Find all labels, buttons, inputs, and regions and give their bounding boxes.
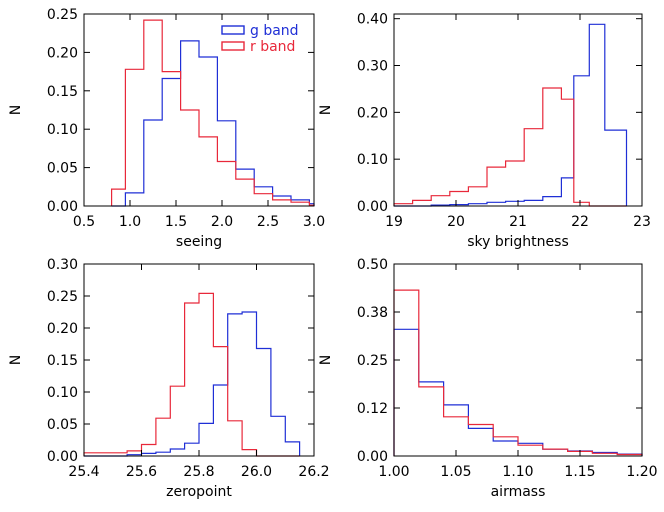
legend-r-band-swatch xyxy=(221,41,245,51)
sky-brightness-g-band-histogram xyxy=(394,23,628,207)
zeropoint-g-band-histogram xyxy=(84,311,301,457)
zeropoint-r-band-histogram xyxy=(83,292,300,457)
airmass-x-tick-label: 1.20 xyxy=(626,464,657,480)
seeing-g-band-histogram xyxy=(111,40,315,207)
zeropoint-y-tick-label: 0.10 xyxy=(47,385,78,401)
seeing-x-tick-label: 1.0 xyxy=(119,214,141,230)
zeropoint-y-tick-label: 0.20 xyxy=(47,321,78,337)
airmass-y-axis-label: N xyxy=(318,355,334,365)
zeropoint-y-axis-label: N xyxy=(8,355,24,365)
legend-g-band-swatch xyxy=(221,25,245,35)
zeropoint-x-axis-label: zeropoint xyxy=(166,484,232,500)
airmass-y-tick-label: 0.00 xyxy=(357,449,388,465)
airmass-x-tick-label: 1.10 xyxy=(502,464,533,480)
seeing-x-axis-label: seeing xyxy=(176,234,222,250)
airmass-x-tick-label: 1.15 xyxy=(564,464,595,480)
legend-r-band-label: r band xyxy=(250,39,295,55)
panel-zeropoint: 25.4 25.6 25.8 26.0 26.2 0.00 0.05 0.10 0.15 0.20… xyxy=(8,257,330,500)
sky-brightness-y-tick-label: 0.00 xyxy=(357,199,388,215)
zeropoint-y-tick-label: 0.15 xyxy=(47,353,78,369)
sky-brightness-x-tick-label: 22 xyxy=(571,214,589,230)
sky-brightness-y-tick-label: 0.40 xyxy=(357,12,388,28)
zeropoint-y-tick-label: 0.05 xyxy=(47,417,78,433)
seeing-y-tick-label: 0.20 xyxy=(47,45,78,61)
sky-brightness-x-axis-label: sky brightness xyxy=(467,234,569,250)
seeing-x-tick-label: 1.5 xyxy=(165,214,187,230)
seeing-x-tick-label: 3.0 xyxy=(303,214,325,230)
airmass-y-tick-label: 0.25 xyxy=(357,353,388,369)
seeing-y-tick-label: 0.25 xyxy=(47,7,78,23)
airmass-r-band-histogram xyxy=(393,289,643,456)
seeing-y-tick-label: 0.10 xyxy=(47,122,78,138)
airmass-x-axis-label: airmass xyxy=(491,484,546,500)
sky-brightness-x-tick-label: 20 xyxy=(447,214,465,230)
sky-brightness-y-tick-label: 0.20 xyxy=(357,105,388,121)
zeropoint-x-tick-label: 25.4 xyxy=(68,464,99,480)
sky-brightness-y-tick-label: 0.30 xyxy=(357,59,388,75)
zeropoint-y-tick-label: 0.00 xyxy=(47,449,78,465)
seeing-x-tick-label: 0.5 xyxy=(73,214,95,230)
panel-airmass: 1.00 1.05 1.10 1.15 1.20 0.00 0.12 0.25 0.38 0.50… xyxy=(318,257,658,500)
sky-brightness-r-band-histogram xyxy=(393,87,627,207)
zeropoint-x-tick-label: 25.6 xyxy=(126,464,157,480)
zeropoint-y-tick-label: 0.25 xyxy=(47,289,78,305)
airmass-x-tick-label: 1.00 xyxy=(378,464,409,480)
zeropoint-x-tick-label: 26.0 xyxy=(241,464,272,480)
zeropoint-x-tick-label: 25.8 xyxy=(183,464,214,480)
airmass-x-tick-label: 1.05 xyxy=(440,464,471,480)
sky-brightness-y-axis-label: N xyxy=(318,105,334,115)
sky-brightness-x-tick-label: 21 xyxy=(509,214,527,230)
seeing-y-tick-label: 0.00 xyxy=(47,199,78,215)
seeing-y-tick-label: 0.15 xyxy=(47,84,78,100)
airmass-y-tick-label: 0.50 xyxy=(357,257,388,273)
airmass-plot-frame xyxy=(393,263,643,457)
seeing-r-band-histogram xyxy=(111,19,315,206)
airmass-y-tick-label: 0.12 xyxy=(357,401,388,417)
sky-brightness-x-tick-label: 23 xyxy=(633,214,651,230)
seeing-x-tick-label: 2.0 xyxy=(211,214,233,230)
airmass-y-tick-label: 0.38 xyxy=(357,305,388,321)
seeing-y-axis-label: N xyxy=(8,105,24,115)
sky-brightness-x-tick-label: 19 xyxy=(385,214,403,230)
sky-brightness-y-tick-label: 0.10 xyxy=(357,152,388,168)
seeing-plot-frame xyxy=(83,13,315,207)
panel-seeing: 0.5 1.0 1.5 2.0 2.5 3.0 0.00 0.05 0.10 0.15 0.20 0.… xyxy=(8,7,325,250)
legend-g-band-label: g band xyxy=(250,23,299,39)
zeropoint-x-tick-label: 26.2 xyxy=(298,464,329,480)
zeropoint-y-tick-label: 0.30 xyxy=(47,257,78,273)
seeing-x-tick-label: 2.5 xyxy=(257,214,279,230)
seeing-y-tick-label: 0.05 xyxy=(47,161,78,177)
panel-sky-brightness: 19 20 21 22 23 0.00 0.10 0.20 0.30 0.40 sky bright… xyxy=(318,12,651,250)
